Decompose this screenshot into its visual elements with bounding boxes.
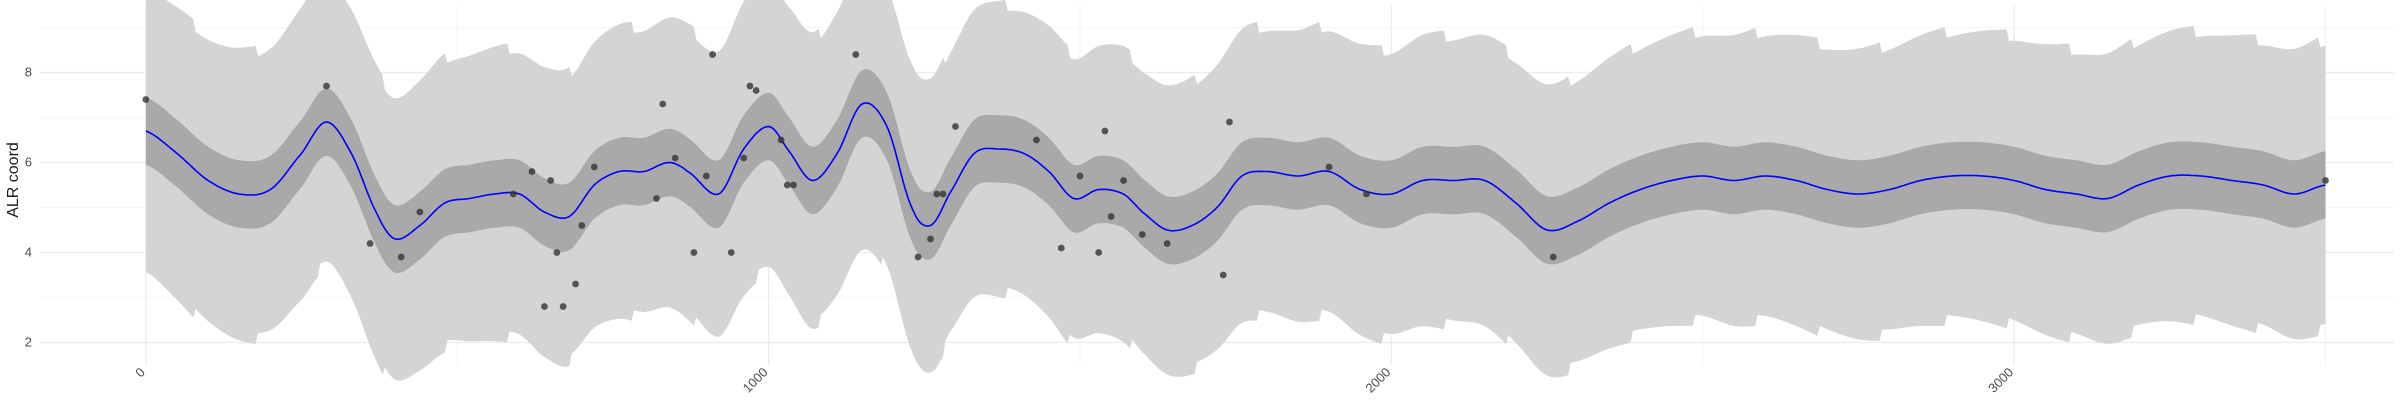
y-axis-ticks: 2 4 6 8 xyxy=(25,65,32,350)
data-point xyxy=(547,177,555,184)
data-point xyxy=(690,249,698,256)
data-point xyxy=(727,249,735,256)
data-point xyxy=(952,123,959,130)
data-point xyxy=(1101,127,1109,135)
data-point xyxy=(746,82,754,90)
data-point xyxy=(1363,190,1370,198)
data-point xyxy=(852,51,860,58)
x-tick-label: 3000 xyxy=(1985,365,2016,396)
data-point xyxy=(1549,253,1557,261)
point-layer xyxy=(142,51,2329,310)
data-point xyxy=(1226,118,1233,126)
data-point xyxy=(572,280,579,288)
data-point xyxy=(590,163,598,171)
data-point xyxy=(2322,177,2329,184)
data-point xyxy=(927,235,934,243)
y-tick-label: 6 xyxy=(25,155,32,170)
data-point xyxy=(914,253,922,261)
data-point xyxy=(933,190,941,198)
data-point xyxy=(142,96,150,103)
data-point xyxy=(416,208,424,216)
y-tick-label: 8 xyxy=(25,65,32,80)
data-point xyxy=(1095,249,1103,256)
y-tick-label: 2 xyxy=(25,335,32,350)
data-point xyxy=(653,195,660,202)
data-point xyxy=(752,87,760,94)
data-point xyxy=(1219,271,1227,279)
x-tick-label: 0 xyxy=(132,365,148,381)
data-point xyxy=(541,303,548,310)
data-point xyxy=(777,136,785,144)
data-point xyxy=(702,172,710,180)
data-point xyxy=(1163,240,1171,247)
data-point xyxy=(740,154,748,162)
data-point xyxy=(1325,163,1333,171)
x-tick-label: 1000 xyxy=(740,365,771,396)
y-tick-label: 4 xyxy=(25,245,32,260)
data-point xyxy=(559,303,567,310)
data-point xyxy=(366,240,374,247)
data-point xyxy=(397,253,405,261)
data-point xyxy=(1138,231,1146,238)
data-point xyxy=(578,222,586,229)
data-point xyxy=(528,168,536,175)
data-point xyxy=(1076,172,1084,180)
x-tick-label: 2000 xyxy=(1362,365,1393,396)
inner-uncertainty-band xyxy=(145,69,2326,274)
mean-line xyxy=(145,102,2326,241)
data-point xyxy=(1057,244,1065,252)
data-point xyxy=(671,154,679,162)
data-point xyxy=(709,51,716,58)
band-layer xyxy=(145,0,2326,381)
data-point xyxy=(553,249,561,256)
data-point xyxy=(790,181,797,189)
data-point xyxy=(659,100,667,108)
data-point xyxy=(509,190,517,198)
data-point xyxy=(783,181,791,189)
data-point xyxy=(1120,177,1127,184)
data-point xyxy=(1033,136,1040,144)
y-axis-title: ALR coord xyxy=(5,142,22,218)
data-point xyxy=(939,190,947,198)
data-point xyxy=(323,82,330,90)
data-point xyxy=(1107,213,1115,220)
line-layer xyxy=(145,102,2326,241)
